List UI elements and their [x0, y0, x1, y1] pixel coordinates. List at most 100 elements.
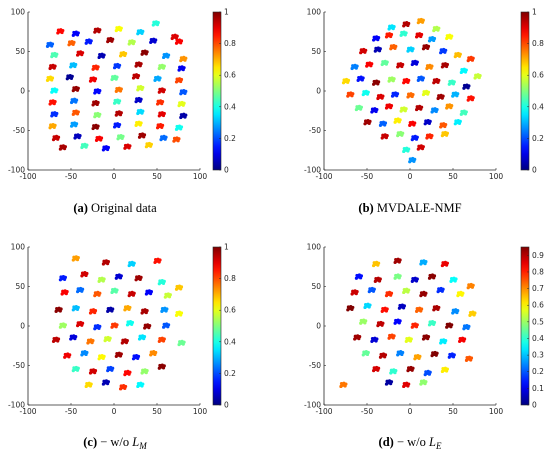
data-point — [163, 292, 172, 299]
data-point — [48, 63, 57, 71]
data-point — [439, 47, 448, 55]
data-point — [88, 308, 98, 315]
data-point — [356, 75, 365, 82]
data-point — [466, 95, 475, 102]
data-point — [473, 73, 482, 80]
panel-caption: (d) − w/o LE — [379, 435, 442, 451]
data-point — [354, 104, 363, 112]
colorbar-tick-label: 0.4 — [224, 102, 236, 111]
data-point — [384, 32, 394, 39]
data-point — [373, 276, 382, 283]
data-point — [51, 134, 61, 142]
data-point — [88, 76, 98, 83]
colorbar-tick-label: 0.5 — [532, 317, 544, 326]
x-tick-label: 50 — [152, 407, 162, 416]
data-point — [88, 368, 98, 375]
colorbar-tick-label: 0.6 — [532, 71, 544, 80]
data-point — [58, 275, 67, 282]
data-point — [416, 144, 425, 151]
data-point — [447, 352, 456, 359]
data-point — [421, 89, 431, 97]
data-point — [140, 308, 149, 315]
y-tick-label: -100 — [8, 401, 25, 410]
data-point — [71, 30, 80, 37]
data-point — [71, 255, 80, 262]
data-point — [402, 287, 411, 295]
data-point — [447, 79, 456, 86]
data-point — [378, 352, 388, 359]
data-point — [459, 67, 468, 75]
colorbar-tick-label: 0.4 — [532, 102, 544, 111]
colorbar-tick-label: 0.2 — [532, 134, 544, 143]
data-point — [372, 365, 381, 373]
data-point — [415, 306, 424, 313]
data-point — [449, 276, 458, 283]
data-point — [177, 100, 186, 108]
data-point — [410, 134, 419, 142]
data-point — [93, 27, 102, 34]
y-tick-label: 0 — [20, 87, 25, 96]
data-point — [172, 136, 181, 143]
data-point — [97, 276, 106, 283]
data-point — [432, 77, 441, 85]
colorbar-tick-label: 0.8 — [532, 267, 544, 276]
data-point — [380, 133, 389, 140]
y-tick-label: 100 — [307, 8, 322, 17]
data-point — [50, 111, 59, 118]
colorbar-tick-label: 0.7 — [532, 284, 544, 293]
data-point — [440, 260, 449, 268]
data-point — [58, 144, 67, 151]
data-point — [439, 122, 448, 129]
y-tick-label: -50 — [309, 126, 321, 135]
data-point — [50, 87, 59, 94]
data-point — [97, 52, 106, 60]
data-point — [430, 350, 439, 358]
data-point — [408, 156, 417, 164]
y-tick-label: -100 — [8, 166, 25, 175]
data-point — [439, 338, 448, 345]
data-point — [396, 62, 405, 69]
data-point — [387, 24, 396, 31]
data-point — [396, 350, 405, 357]
data-point — [425, 133, 434, 140]
data-point — [140, 49, 149, 56]
data-point — [376, 320, 385, 328]
data-point — [353, 334, 362, 341]
data-point — [69, 97, 79, 105]
data-point — [58, 322, 67, 329]
y-tick-label: 100 — [11, 243, 26, 252]
x-tick-label: 100 — [489, 407, 504, 416]
data-point — [354, 273, 363, 280]
data-point — [137, 132, 147, 139]
data-point — [179, 55, 188, 63]
data-point — [174, 284, 184, 291]
x-tick-label: 50 — [448, 172, 458, 181]
data-point — [406, 365, 415, 373]
data-point — [48, 122, 57, 130]
data-point — [451, 91, 460, 98]
x-tick-label: 0 — [408, 407, 413, 416]
data-point — [149, 350, 158, 357]
y-tick-label: 100 — [307, 243, 322, 252]
data-point — [359, 318, 368, 325]
data-point — [114, 110, 123, 117]
colorbar-tick-label: 0.2 — [224, 134, 236, 143]
data-point — [151, 20, 160, 27]
y-tick-label: 50 — [311, 47, 321, 56]
data-point — [370, 107, 379, 114]
data-point — [423, 369, 432, 377]
data-point — [419, 259, 428, 266]
panel-caption: (a) Original data — [73, 201, 157, 215]
data-point — [76, 286, 85, 294]
colorbar-tick-label: 0.9 — [532, 251, 544, 260]
data-point — [76, 320, 85, 328]
data-point — [380, 306, 389, 313]
data-point — [421, 334, 431, 341]
data-point — [69, 121, 79, 128]
data-point — [399, 30, 408, 37]
data-point — [112, 122, 122, 129]
x-tick-label: -50 — [361, 172, 373, 181]
data-point — [359, 47, 368, 55]
data-point — [393, 117, 402, 124]
data-point — [93, 290, 102, 298]
